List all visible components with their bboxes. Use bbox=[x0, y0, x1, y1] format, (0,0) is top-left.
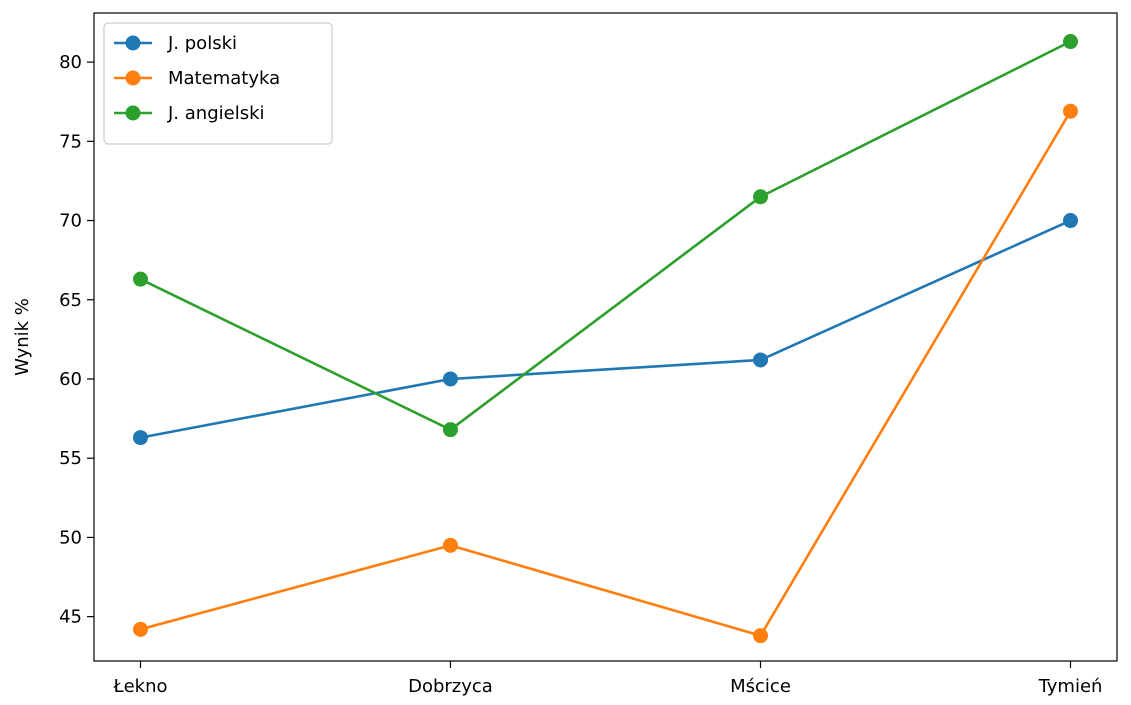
y-tick-label: 70 bbox=[59, 211, 82, 232]
plot-frame bbox=[93, 12, 1118, 662]
legend-swatch-marker bbox=[125, 35, 141, 51]
y-tick-label: 45 bbox=[59, 607, 82, 628]
legend-label: Matematyka bbox=[168, 68, 280, 89]
x-tick-label: Dobrzyca bbox=[408, 676, 493, 697]
series-line bbox=[139, 40, 1072, 431]
data-point bbox=[442, 537, 458, 553]
series-group bbox=[133, 103, 1078, 644]
series-line bbox=[140, 219, 1072, 439]
legend-label: J. polski bbox=[167, 33, 237, 54]
x-tick-label: Łekno bbox=[112, 676, 167, 697]
data-point bbox=[133, 621, 148, 637]
data-point bbox=[1063, 103, 1078, 119]
x-tick-label: Tymień bbox=[1038, 676, 1103, 697]
data-point bbox=[753, 352, 769, 368]
series-line bbox=[140, 110, 1072, 637]
series-group bbox=[133, 213, 1078, 446]
x-tick-label: Mścice bbox=[730, 676, 791, 697]
legend: J. polski Matematyka J. angielski bbox=[103, 22, 333, 145]
data-point bbox=[753, 628, 769, 644]
series-group bbox=[133, 34, 1078, 438]
y-tick-label: 80 bbox=[59, 52, 82, 73]
series-layer bbox=[133, 34, 1078, 644]
data-point bbox=[1063, 34, 1078, 50]
data-point bbox=[442, 371, 458, 387]
legend-box bbox=[103, 22, 333, 145]
y-tick-label: 60 bbox=[59, 369, 82, 390]
data-point bbox=[1063, 213, 1078, 229]
data-point bbox=[442, 422, 458, 438]
data-point bbox=[133, 271, 148, 287]
legend-swatch-marker bbox=[125, 105, 141, 121]
legend-swatch-marker bbox=[125, 70, 141, 86]
data-point bbox=[753, 189, 769, 205]
y-tick-label: 50 bbox=[59, 527, 82, 548]
y-axis-label: Wynik % bbox=[12, 298, 33, 376]
data-point bbox=[133, 430, 148, 446]
axes-layer: 45 50 55 60 65 70 75 80 Łekno Dobrzyca Mścice Tymie… bbox=[59, 12, 1118, 697]
legend-label: J. angielski bbox=[167, 103, 265, 124]
y-tick-label: 75 bbox=[59, 131, 82, 152]
y-tick-label: 65 bbox=[59, 290, 82, 311]
y-tick-label: 55 bbox=[59, 448, 82, 469]
